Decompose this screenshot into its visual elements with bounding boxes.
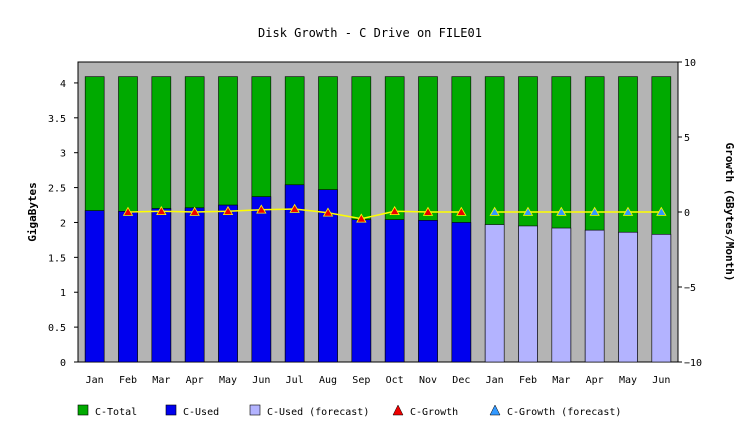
c-growth-point (322, 207, 334, 217)
c-growth-point (356, 213, 367, 223)
legend-c-used-swatch (165, 404, 177, 416)
c-growth-forecast-point (589, 206, 600, 216)
x-tick-label: Sep (352, 375, 370, 386)
c-growth-point (389, 205, 400, 216)
bar-c-used-forecast (551, 227, 572, 363)
c-growth-point (156, 205, 167, 216)
x-tick-label: May (219, 375, 237, 386)
bar-c-used (118, 211, 138, 363)
bar-c-used (384, 219, 405, 363)
bar-c-used-forecast (584, 229, 605, 363)
y-tick-label: 1.5 (48, 253, 66, 264)
chart-title: Disk Growth - C Drive on FILE01 (258, 26, 482, 40)
legend-c-growth-forecast-label: C-Growth (forecast) (507, 407, 621, 418)
x-tick-label: Apr (586, 375, 604, 386)
c-growth-point (256, 204, 267, 214)
x-tick-label: Feb (519, 375, 537, 386)
x-tick-label: Jun (652, 375, 670, 386)
bar-c-used (418, 220, 438, 363)
x-tick-label: Oct (386, 375, 404, 386)
c-growth-point (422, 206, 434, 216)
y-tick-label: 0 (60, 358, 66, 369)
y-tick-label: 0.5 (48, 323, 66, 334)
bar-c-used (284, 184, 305, 363)
y-tick-label: 2 (60, 218, 66, 229)
c-growth-point (222, 205, 234, 216)
x-tick-label: Apr (186, 375, 204, 386)
y-tick-label: 1 (60, 288, 66, 299)
y-tick-label: 3 (60, 149, 66, 160)
x-tick-label: May (619, 375, 637, 386)
x-tick-label: Jan (86, 375, 104, 386)
y2-tick-label: −5 (684, 283, 696, 294)
c-growth-point (122, 206, 134, 216)
bar-c-used (151, 208, 172, 363)
legend-c-used-label: C-Used (183, 407, 219, 418)
legend-c-total-swatch (77, 404, 89, 416)
bar-c-used (451, 222, 472, 363)
bar-c-used-forecast (484, 224, 505, 363)
c-growth-forecast-point (556, 206, 567, 216)
bar-c-used (218, 204, 238, 363)
bar-c-used-forecast (651, 234, 672, 363)
y2-tick-label: 10 (684, 58, 696, 69)
legend-c-used-forecast-swatch (249, 404, 261, 416)
y-tick-label: 2.5 (48, 184, 66, 195)
c-growth-point (189, 206, 200, 216)
x-tick-label: Nov (419, 375, 437, 386)
legend-c-used-forecast-label: C-Used (forecast) (267, 407, 369, 418)
y-tick-label: 3.5 (48, 114, 66, 125)
y2-tick-label: 5 (684, 133, 690, 144)
bar-c-used-forecast (618, 231, 638, 363)
legend-c-growth-swatch (392, 404, 404, 416)
x-tick-label: Mar (152, 375, 170, 386)
c-growth-forecast-point (489, 206, 500, 216)
x-tick-label: Dec (452, 375, 470, 386)
bar-c-used (84, 210, 105, 363)
y-tick-label: 4 (60, 79, 66, 90)
y2-axis-label: Growth (GBytes/Month) (723, 142, 735, 281)
c-growth-forecast-point (656, 206, 667, 216)
c-growth-forecast-point (622, 206, 634, 216)
bar-c-used (251, 196, 272, 363)
y-axis-label: GigaBytes (26, 182, 39, 242)
x-tick-label: Aug (319, 375, 337, 386)
x-tick-label: Jan (486, 375, 504, 386)
legend-c-growth-label: C-Growth (410, 407, 458, 418)
legend-c-total-label: C-Total (95, 407, 137, 418)
legend-c-growth-forecast-swatch (489, 404, 501, 416)
c-growth-point (289, 203, 300, 213)
x-tick-label: Jun (252, 375, 270, 386)
c-growth-forecast-point (522, 206, 534, 216)
x-tick-label: Feb (119, 375, 137, 386)
x-tick-label: Jul (286, 375, 304, 386)
bar-c-used (184, 207, 205, 363)
x-tick-label: Mar (552, 375, 570, 386)
y2-tick-label: −10 (684, 358, 702, 369)
bar-c-used (351, 219, 372, 363)
bar-c-used (318, 189, 338, 363)
y2-tick-label: 0 (684, 208, 690, 219)
c-growth-point (456, 206, 467, 216)
bar-c-used-forecast (518, 225, 538, 363)
